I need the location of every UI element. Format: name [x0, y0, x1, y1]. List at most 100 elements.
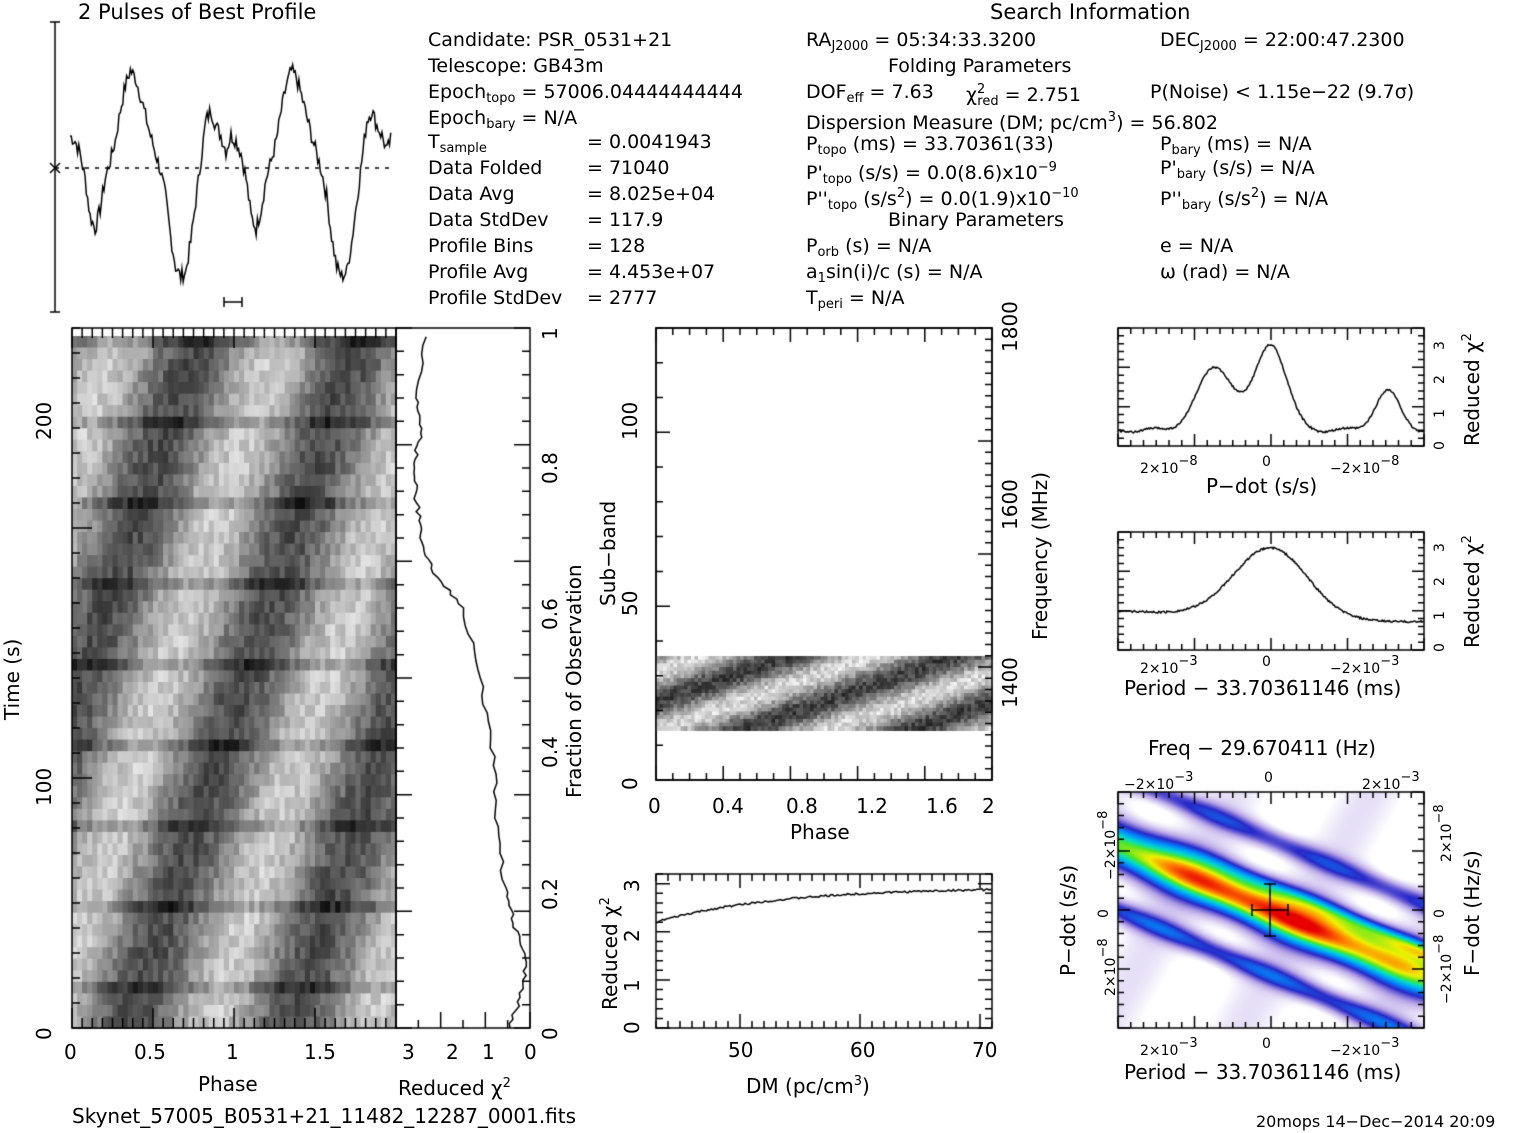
ra-line: RAJ2000 = 05:34:33.3200	[806, 29, 1037, 54]
tick-label: 0	[1262, 1036, 1271, 1052]
frequency-label: Frequency (MHz)	[1028, 471, 1052, 640]
tick-label: 1800	[998, 301, 1022, 352]
tick-label: 60	[850, 1038, 876, 1062]
pdtopo-line: P'topo (s/s) = 0.0(8.6)x10−9	[806, 160, 1057, 187]
map-rlabel: F−dot (Hz/s)	[1460, 850, 1484, 976]
dm-line: Dispersion Measure (DM; pc/cm3) = 56.802	[806, 110, 1218, 134]
tick-label: 100	[618, 401, 642, 440]
tick-label: 1.5	[304, 1040, 336, 1064]
pdot-xlabel: P−dot (s/s)	[1206, 474, 1318, 498]
tick-label: 0.4	[538, 736, 562, 768]
tick-label: 2	[446, 1040, 459, 1064]
tick-label: 0	[1096, 909, 1112, 918]
folding-title: Folding Parameters	[888, 55, 1072, 77]
pbary-line: Pbary (ms) = N/A	[1160, 133, 1312, 158]
tick-label: 1	[482, 1040, 495, 1064]
subband-ylabel: Sub−band	[596, 500, 620, 606]
map-ylabel: P−dot (s/s)	[1056, 864, 1080, 976]
candidate-row-value: = 71040	[587, 157, 670, 179]
tick-label: 0	[538, 1027, 562, 1040]
tick-label: 2	[1432, 375, 1448, 384]
redchi-xlabel: Reduced χ2	[398, 1076, 511, 1100]
pddbary-line: P''bary (s/s2) = N/A	[1160, 186, 1329, 213]
candidate-row-label: Profile StdDev	[428, 287, 563, 309]
dm-xlabel: DM (pc/cm3)	[746, 1074, 870, 1098]
tick-label: −2×10−3	[1330, 1036, 1400, 1059]
tick-label: −2×10−3	[1124, 770, 1194, 793]
candidate-row-value: = 2777	[587, 287, 658, 309]
tick-label: −2×10−8	[1330, 454, 1400, 477]
tperi-line: Tperi = N/A	[806, 287, 905, 312]
tick-label: 0	[1262, 654, 1271, 670]
map-xlabel: Period − 33.70361146 (ms)	[1124, 1060, 1402, 1084]
time-ylabel: Time (s)	[0, 638, 24, 720]
time-xlabel: Phase	[198, 1072, 258, 1096]
tick-label: 70	[972, 1038, 998, 1062]
tick-label: 0	[620, 1021, 644, 1034]
candidate-row-label: Data Avg	[428, 183, 515, 205]
tick-label: 3	[1432, 341, 1448, 350]
tick-label: 0	[64, 1040, 77, 1064]
tick-label: 0	[1264, 770, 1273, 786]
tick-label: 0	[32, 1027, 56, 1040]
tick-label: 0.8	[786, 794, 818, 818]
tick-label: −2×10−3	[1330, 654, 1400, 677]
tick-label: 100	[32, 767, 56, 806]
tick-label: 50	[728, 1038, 754, 1062]
binary-title: Binary Parameters	[888, 209, 1064, 231]
candidate-line: Candidate: PSR_0531+21	[428, 29, 673, 51]
tick-label: −2×10−8	[1096, 810, 1119, 880]
tick-label: 0	[648, 794, 661, 818]
tick-label: 1	[620, 979, 644, 992]
tick-label: 1	[1432, 409, 1448, 418]
tick-label: 2	[620, 929, 644, 942]
period-ylabel: Reduced χ2	[1460, 535, 1484, 648]
candidate-row-value: = 8.025e+04	[587, 183, 716, 205]
tsample-value: = 0.0041943	[587, 131, 712, 153]
tick-label: 0.8	[538, 452, 562, 484]
tick-label: 0	[618, 777, 642, 790]
tick-label: 0.5	[134, 1040, 166, 1064]
tick-label: 1	[1432, 611, 1448, 620]
omega-line: ω (rad) = N/A	[1160, 261, 1290, 283]
map-title: Freq − 29.670411 (Hz)	[1148, 736, 1376, 760]
tick-label: 0.2	[538, 878, 562, 910]
candidate-row-label: Profile Avg	[428, 261, 529, 283]
tick-label: 2	[1432, 577, 1448, 586]
tick-label: 1.6	[926, 794, 958, 818]
dm-ylabel: Reduced χ2	[598, 897, 622, 1010]
tick-label: 0	[1432, 441, 1448, 450]
tick-label: 0	[1432, 643, 1448, 652]
tick-label: 0.6	[538, 598, 562, 630]
search-title: Search Information	[990, 0, 1191, 24]
pdot-ylabel: Reduced χ2	[1460, 333, 1484, 446]
chi-line: χ2red = 2.751	[966, 82, 1081, 109]
timestamp: 20mops 14−Dec−2014 20:09	[1256, 1112, 1496, 1131]
tick-label: 3	[1432, 543, 1448, 552]
epoch-topo-line: Epochtopo = 57006.04444444444	[428, 81, 743, 106]
tick-label: 1400	[998, 657, 1022, 708]
epoch-bary-line: Epochbary = N/A	[428, 107, 578, 132]
tick-label: 0	[524, 1040, 537, 1064]
tsample-label: Tsample	[428, 131, 487, 156]
tick-label: −2×10−8	[1432, 934, 1455, 1004]
tick-label: 3	[620, 879, 644, 892]
tick-label: 1	[538, 327, 562, 340]
candidate-row-label: Profile Bins	[428, 235, 534, 257]
tick-label: 2×10−3	[1140, 654, 1198, 677]
a1-line: a1sin(i)/c (s) = N/A	[806, 261, 983, 286]
candidate-row-value: = 117.9	[587, 209, 664, 231]
fraction-label: Fraction of Observation	[562, 564, 586, 798]
tick-label: 3	[402, 1040, 415, 1064]
profile-title: 2 Pulses of Best Profile	[78, 0, 317, 24]
tick-label: 1600	[998, 479, 1022, 530]
candidate-row-label: Data Folded	[428, 157, 543, 179]
tick-label: 50	[618, 590, 642, 616]
tick-label: 1.2	[856, 794, 888, 818]
tick-label: 2×10−8	[1432, 804, 1455, 862]
filename: Skynet_57005_B0531+21_11482_12287_0001.f…	[72, 1104, 577, 1128]
porb-line: Porb (s) = N/A	[806, 235, 932, 260]
tick-label: 2	[982, 794, 995, 818]
tick-label: 2×10−3	[1362, 770, 1420, 793]
